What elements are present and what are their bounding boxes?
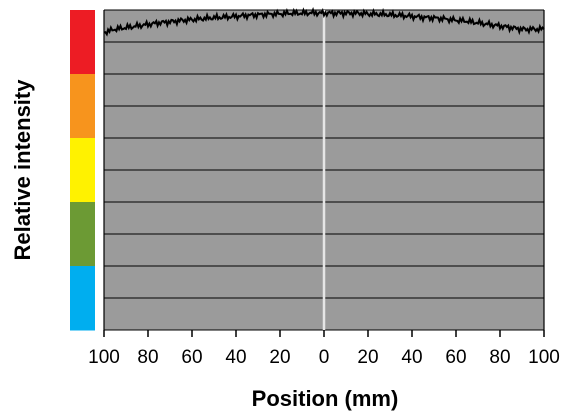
x-tick-label: 100	[88, 347, 120, 368]
x-tick-label: 80	[137, 347, 158, 368]
x-tick-label: 0	[319, 347, 330, 368]
x-tick-label: 20	[357, 347, 378, 368]
x-tick-label: 60	[181, 347, 202, 368]
intensity-profile-line	[103, 6, 545, 37]
x-tick-label: 80	[489, 347, 510, 368]
x-axis-ticks	[103, 330, 545, 337]
scale-segment	[70, 10, 95, 75]
scale-segment	[70, 266, 95, 331]
x-tick-label: 40	[225, 347, 246, 368]
scale-segment	[70, 74, 95, 139]
y-axis-title: Relative intensity	[10, 79, 35, 261]
x-axis-tick-labels: 100 80 60 40 20 0 20 40 60 80 100	[88, 347, 560, 368]
x-tick-label: 100	[528, 347, 560, 368]
x-tick-label: 20	[269, 347, 290, 368]
intensity-color-scale	[70, 10, 95, 331]
x-tick-label: 40	[401, 347, 422, 368]
x-tick-label: 60	[445, 347, 466, 368]
scale-segment	[70, 202, 95, 267]
scale-segment	[70, 138, 95, 203]
x-axis-title: Position (mm)	[252, 386, 399, 411]
